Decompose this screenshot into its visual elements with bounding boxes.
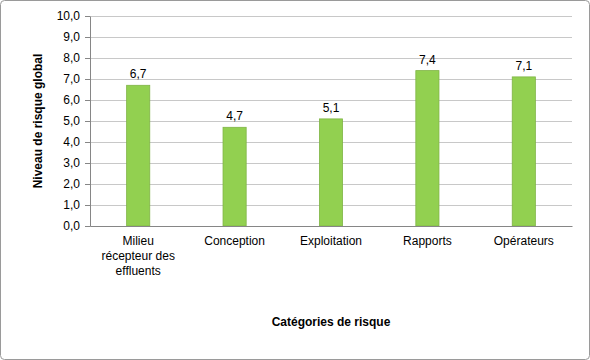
- y-tick: 9,0: [63, 30, 90, 44]
- y-tick-mark: [85, 100, 90, 101]
- y-tick: 7,0: [63, 72, 90, 86]
- y-tick: 4,0: [63, 135, 90, 149]
- bars: [127, 71, 536, 226]
- x-tick-label-line: Opérateurs: [494, 234, 554, 248]
- x-tick-label: Rapports: [403, 234, 452, 248]
- x-tick: Conception: [204, 234, 265, 248]
- x-tick-label-line: récepteur des: [102, 249, 175, 263]
- bar: [319, 119, 342, 226]
- bar: [512, 77, 535, 226]
- y-axis-title: Niveau de risque global: [31, 54, 45, 189]
- y-tick-label: 3,0: [63, 156, 80, 170]
- y-tick-mark: [85, 58, 90, 59]
- y-tick: 1,0: [63, 198, 90, 212]
- y-tick-mark: [85, 16, 90, 17]
- x-tick-label-line: Exploitation: [300, 234, 362, 248]
- y-tick-label: 4,0: [63, 135, 80, 149]
- y-axis-line: [90, 17, 91, 227]
- y-tick-label: 7,0: [63, 72, 80, 86]
- x-tick: Opérateurs: [494, 234, 554, 248]
- y-tick-mark: [85, 226, 90, 227]
- y-tick: 6,0: [63, 93, 90, 107]
- y-tick-label: 8,0: [63, 51, 80, 65]
- y-tick-mark: [85, 184, 90, 185]
- data-label: 4,7: [226, 109, 243, 123]
- y-tick: 5,0: [63, 114, 90, 128]
- data-labels: 6,7 4,7 5,1 7,4 7,1: [130, 53, 533, 124]
- grid: [90, 17, 572, 227]
- y-tick-label: 0,0: [63, 219, 80, 233]
- grid-line: [90, 16, 572, 17]
- grid-line: [90, 226, 572, 227]
- y-tick-label: 5,0: [63, 114, 80, 128]
- chart: 0,0 1,0 2,0 3,0 4,0 5,0 6,0 7,0 8,0 9,0 10,0 Milieu…: [0, 0, 590, 360]
- y-tick: 8,0: [63, 51, 90, 65]
- x-tick-label: Milieurécepteur deseffluents: [102, 234, 175, 278]
- data-label: 7,1: [515, 59, 532, 73]
- y-tick-label: 9,0: [63, 30, 80, 44]
- x-axis-title: Catégories de risque: [272, 315, 391, 329]
- y-tick-mark: [85, 37, 90, 38]
- bar: [127, 85, 150, 226]
- grid-line: [90, 79, 572, 80]
- bar: [416, 71, 439, 226]
- y-tick-label: 6,0: [63, 93, 80, 107]
- y-tick-mark: [85, 163, 90, 164]
- y-tick: 10,0: [57, 9, 90, 23]
- y-tick-mark: [85, 205, 90, 206]
- x-tick-label-line: effluents: [116, 264, 161, 278]
- x-tick: Exploitation: [300, 234, 362, 248]
- bar: [223, 127, 246, 226]
- x-tick-label: Exploitation: [300, 234, 362, 248]
- y-axis: 0,0 1,0 2,0 3,0 4,0 5,0 6,0 7,0 8,0 9,0 10,0: [57, 9, 91, 233]
- x-axis-line: [91, 226, 573, 227]
- grid-line: [90, 58, 572, 59]
- x-tick-label-line: Milieu: [123, 234, 154, 248]
- y-tick-label: 10,0: [57, 9, 81, 23]
- plot: 0,0 1,0 2,0 3,0 4,0 5,0 6,0 7,0 8,0 9,0 10,0 Milieu…: [57, 9, 573, 277]
- x-axis: Milieurécepteur deseffluents Conception Ex…: [91, 227, 573, 278]
- x-tick-label-line: Conception: [204, 234, 265, 248]
- y-tick: 3,0: [63, 156, 90, 170]
- data-label: 5,1: [323, 101, 340, 115]
- y-tick-mark: [85, 142, 90, 143]
- y-tick-label: 1,0: [63, 198, 80, 212]
- y-tick: 0,0: [63, 219, 90, 233]
- x-tick: Milieurécepteur deseffluents: [102, 234, 175, 278]
- x-tick: Rapports: [403, 234, 452, 248]
- y-tick-mark: [85, 79, 90, 80]
- grid-line: [90, 37, 572, 38]
- y-tick-mark: [85, 121, 90, 122]
- x-tick-label-line: Rapports: [403, 234, 452, 248]
- x-tick-label: Conception: [204, 234, 265, 248]
- data-label: 6,7: [130, 67, 147, 81]
- y-tick: 2,0: [63, 177, 90, 191]
- data-label: 7,4: [419, 53, 436, 67]
- y-tick-label: 2,0: [63, 177, 80, 191]
- chart-frame: [1, 1, 590, 360]
- x-tick-label: Opérateurs: [494, 234, 554, 248]
